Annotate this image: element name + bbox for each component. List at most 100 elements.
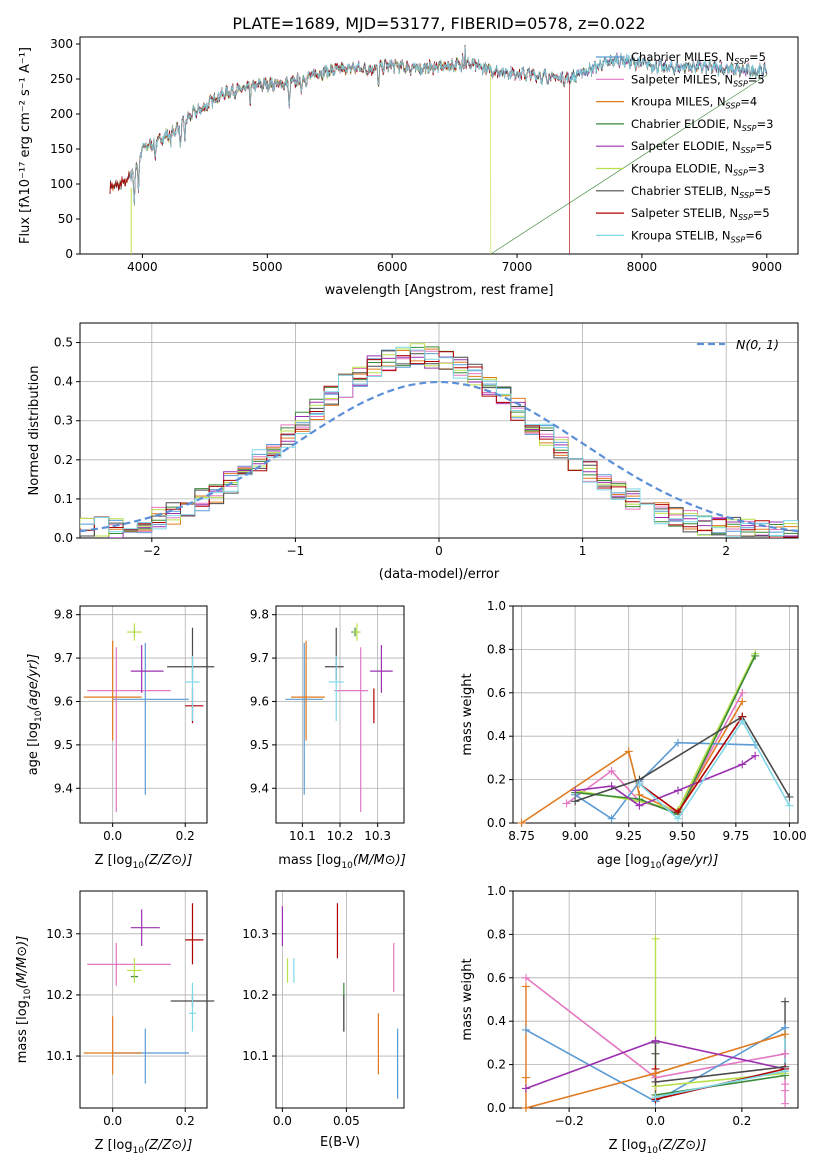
x-tick-label: 0.0 bbox=[646, 1114, 665, 1128]
weight-vs-age-chart: 8.75 9.00 9.25 9.50 9.75 10.00 0.0 0.2 0.4 0.6 0.8… bbox=[460, 599, 807, 871]
y-tick-label: 250 bbox=[50, 72, 73, 86]
y-tick-label: 0.4 bbox=[54, 375, 73, 389]
errorbar-point-kroupa_elodie bbox=[353, 623, 361, 641]
y-tick-label: 9.6 bbox=[54, 694, 73, 708]
errorbar-point-kroupa_stelib bbox=[185, 655, 200, 722]
y-tick-label: 10.1 bbox=[242, 1049, 269, 1063]
x-tick-label: 9.75 bbox=[722, 829, 749, 843]
y-tick-label: 9.5 bbox=[250, 738, 269, 752]
mass-vs-Z-chart: 0.0 0.2 10.1 10.2 10.3 Z [log10(Z/Z⊙)] mass [l… bbox=[15, 890, 215, 1156]
x-tick-label: 9.25 bbox=[615, 829, 642, 843]
age-vs-mass-chart: 10.1 10.2 10.3 9.4 9.5 9.6 9.7 9.8 mass [log10(M… bbox=[250, 605, 406, 871]
y-tick-label: 0.6 bbox=[487, 686, 506, 700]
errorbar-point-kroupa_miles bbox=[83, 1016, 142, 1075]
errorbar-point-chabrier_miles bbox=[112, 642, 189, 795]
axis-label: age [log10(age/yr)] bbox=[26, 654, 44, 776]
y-tick-label: 10.2 bbox=[46, 988, 73, 1002]
y-tick-label: 0.4 bbox=[487, 729, 506, 743]
y-tick-label: 0.8 bbox=[487, 642, 506, 656]
x-tick-label: 9.50 bbox=[669, 829, 696, 843]
spectrum-legend: Chabrier MILES, NSSP=5 Salpeter MILES, NS… bbox=[596, 50, 773, 244]
y-tick-label: 0.2 bbox=[487, 1058, 506, 1072]
line-series-salpeter_miles bbox=[521, 973, 790, 1082]
y-axis-label: Flux [fλ10⁻¹⁷ erg cm⁻² s⁻¹ A⁻¹] bbox=[18, 47, 33, 244]
x-tick-label: 10.2 bbox=[327, 829, 354, 843]
legend-entry: Chabrier MILES, NSSP=5 bbox=[631, 50, 766, 66]
x-tick-label: 0.2 bbox=[732, 1114, 751, 1128]
errorbar-point-salpeter_elodie bbox=[130, 645, 164, 693]
legend-entry: Salpeter ELODIE, NSSP=5 bbox=[631, 139, 772, 155]
y-tick-label: 0.0 bbox=[54, 531, 73, 545]
y-tick-label: 0.0 bbox=[487, 1101, 506, 1115]
y-tick-label: 0.8 bbox=[487, 927, 506, 941]
errorbar-point-salpeter_elodie bbox=[130, 909, 160, 947]
x-tick-label: 10.3 bbox=[364, 829, 391, 843]
y-tick-label: 9.4 bbox=[250, 781, 269, 795]
y-tick-label: 1.0 bbox=[487, 599, 506, 613]
x-tick-label: 0.0 bbox=[103, 829, 122, 843]
x-tick-label: 8.75 bbox=[508, 829, 535, 843]
x-axis-label: (data-model)/error bbox=[379, 567, 500, 582]
x-tick-label: 0.2 bbox=[176, 1114, 195, 1128]
y-tick-label: 150 bbox=[50, 142, 73, 156]
errorbar-point-kroupa_elodie bbox=[127, 623, 142, 641]
histogram-series-salpeter_stelib bbox=[80, 351, 798, 538]
spectrum-series-kroupa_elodie bbox=[131, 48, 492, 255]
legend-entry: Salpeter STELIB, NSSP=5 bbox=[631, 206, 770, 222]
errorbar-point-kroupa_miles bbox=[291, 640, 325, 741]
y-tick-label: 300 bbox=[50, 37, 73, 51]
x-tick-label: 1 bbox=[579, 544, 587, 558]
x-tick-label: 6000 bbox=[377, 260, 408, 274]
errorbar-point-chabrier_stelib bbox=[324, 627, 344, 680]
x-tick-label: 7000 bbox=[502, 260, 533, 274]
legend-entry: Kroupa STELIB, NSSP=6 bbox=[631, 228, 762, 244]
spectrum-series-kroupa_stelib bbox=[129, 46, 768, 205]
y-tick-label: 9.7 bbox=[250, 651, 269, 665]
age-vs-Z-chart: 0.0 0.2 9.4 9.5 9.6 9.7 9.8 Z [log10(Z/Z⊙)] age … bbox=[26, 605, 215, 871]
y-tick-label: 9.6 bbox=[250, 694, 269, 708]
y-tick-label: 0.2 bbox=[487, 773, 506, 787]
y-tick-label: 0.1 bbox=[54, 492, 73, 506]
legend-entry: Kroupa ELODIE, NSSP=3 bbox=[631, 162, 765, 178]
errorbar-point-kroupa_miles bbox=[83, 640, 142, 741]
y-tick-label: 200 bbox=[50, 107, 73, 121]
x-tick-label: 0 bbox=[435, 544, 443, 558]
spectrum-chart: 4000 5000 6000 7000 8000 9000 0 50 100 150 200 250 3… bbox=[18, 36, 799, 298]
axes-frame bbox=[79, 605, 208, 824]
line-series-kroupa_stelib bbox=[651, 1067, 790, 1102]
mass-vs-ebv-chart: 0.0 0.05 10.1 10.2 10.3 E(B-V) bbox=[242, 890, 405, 1150]
vertical-marker-kroupa_miles bbox=[521, 982, 530, 1112]
y-axis-label: mass weight bbox=[460, 673, 475, 755]
y-tick-label: 9.8 bbox=[54, 608, 73, 622]
y-tick-label: 10.1 bbox=[46, 1049, 73, 1063]
y-tick-label: 9.7 bbox=[54, 651, 73, 665]
y-tick-label: 0.4 bbox=[487, 1014, 506, 1028]
errorbar-point-salpeter_miles bbox=[87, 647, 171, 813]
axes-frame bbox=[79, 890, 208, 1109]
y-tick-label: 0.3 bbox=[54, 414, 73, 428]
errorbar-point-kroupa_elodie bbox=[127, 958, 142, 983]
y-tick-label: 100 bbox=[50, 177, 73, 191]
line-series-kroupa_elodie bbox=[571, 649, 760, 814]
spectrum-series-salpeter_stelib bbox=[109, 48, 570, 254]
errorbar-point-salpeter_stelib bbox=[185, 688, 204, 724]
errorbar-point-salpeter_elodie bbox=[370, 645, 393, 693]
y-tick-label: 9.5 bbox=[54, 738, 73, 752]
y-tick-label: 0 bbox=[65, 247, 73, 261]
legend-entry: N(0, 1) bbox=[736, 337, 779, 352]
axes-frame bbox=[512, 605, 799, 824]
x-tick-label: 2 bbox=[722, 544, 730, 558]
y-tick-label: 9.4 bbox=[54, 781, 73, 795]
y-tick-label: 0.6 bbox=[487, 971, 506, 985]
legend-entry: Kroupa MILES, NSSP=4 bbox=[631, 95, 757, 111]
line-series-kroupa_stelib bbox=[635, 717, 794, 823]
histogram-bars bbox=[80, 343, 798, 538]
axes-frame bbox=[275, 890, 405, 1109]
axis-label: mass [log10(M/M⊙)] bbox=[15, 936, 33, 1064]
errorbar-point-chabrier_miles bbox=[285, 642, 324, 795]
y-tick-label: 50 bbox=[58, 212, 73, 226]
y-tick-label: 10.3 bbox=[46, 927, 73, 941]
y-tick-label: 10.3 bbox=[242, 927, 269, 941]
x-axis-label: E(B-V) bbox=[320, 1135, 360, 1150]
